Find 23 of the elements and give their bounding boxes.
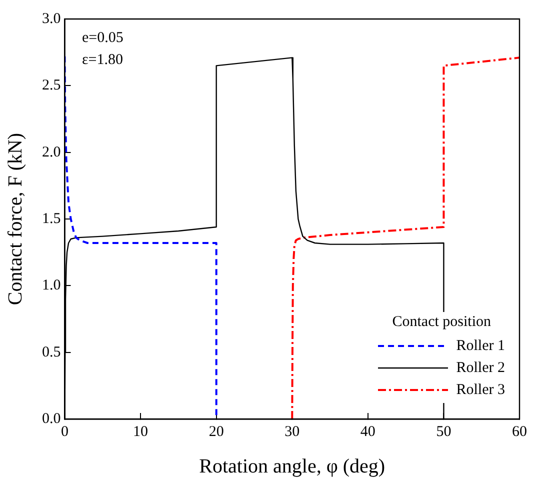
x-tick-label: 60 (512, 424, 527, 440)
y-axis-title: Contact force, F (kN) (4, 132, 26, 306)
annotation: e=0.05 (82, 30, 124, 47)
y-tick-label: 0.0 (42, 410, 61, 427)
annotation: ε=1.80 (82, 52, 124, 69)
legend-title: Contact position (391, 314, 492, 331)
x-tick-label: 40 (360, 424, 376, 440)
y-tick-label: 1.5 (42, 210, 61, 227)
x-tick-label: 10 (133, 424, 148, 440)
x-axis-title: Rotation angle, φ (deg) (199, 455, 386, 478)
y-tick-label: 1.0 (42, 278, 61, 294)
y-tick-label: 2.0 (42, 144, 61, 160)
x-tick-label: 30 (284, 424, 300, 440)
legend-label: Roller 2 (456, 360, 505, 376)
y-tick-label: 3.0 (42, 10, 61, 27)
legend-label: Roller 1 (456, 338, 505, 354)
legend-label: Roller 3 (456, 382, 505, 398)
x-tick-label: 20 (208, 424, 224, 440)
line-series (291, 56, 520, 419)
x-tick-label: 0 (61, 424, 68, 440)
y-tick-label: 2.5 (42, 78, 61, 94)
y-tick-label: 0.5 (42, 344, 61, 360)
x-tick-label: 50 (436, 424, 452, 440)
